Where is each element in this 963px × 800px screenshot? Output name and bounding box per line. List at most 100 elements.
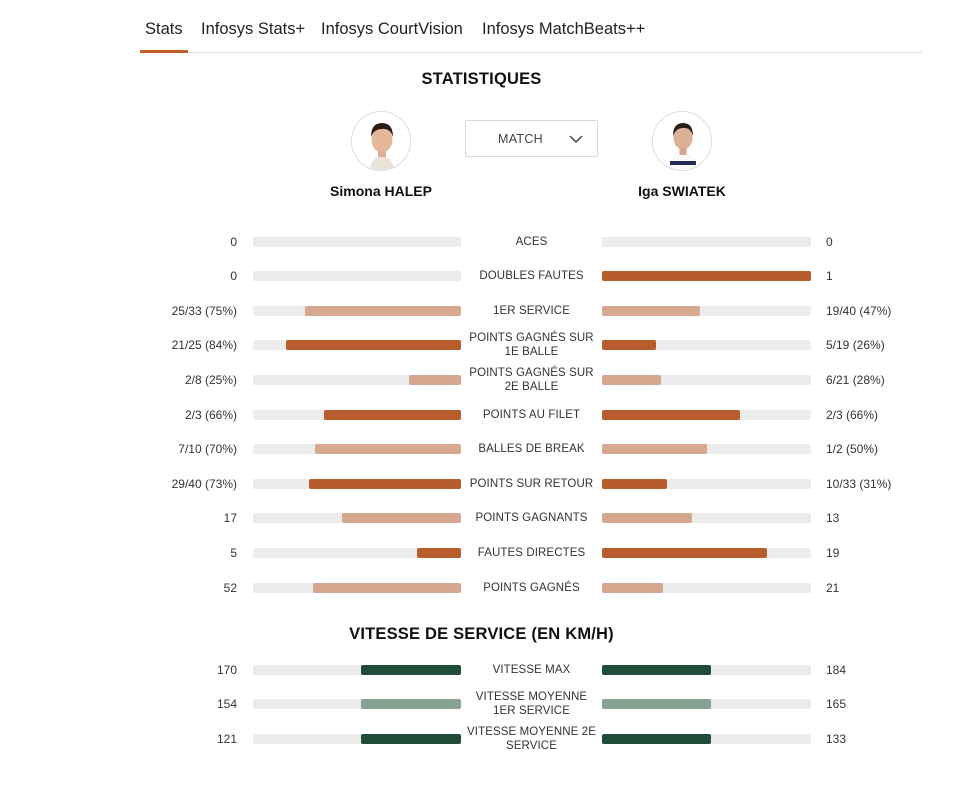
- stat-bar-right-fill: [602, 409, 740, 420]
- stat-value-left: 2/8 (25%): [184, 372, 237, 387]
- stat-value-left: 0: [230, 234, 237, 249]
- stat-bar-right: [602, 513, 811, 524]
- stat-bar-left: [253, 374, 461, 385]
- stat-value-left: 2/3 (66%): [184, 407, 237, 422]
- stat-label: ACES: [515, 235, 548, 248]
- stat-label: POINTS AU FILET: [482, 408, 581, 421]
- stat-bar-left-fill: [323, 409, 461, 420]
- stat-bar-left-fill: [315, 444, 461, 455]
- player-left-avatar: [351, 111, 411, 171]
- stat-value-right: 21: [826, 580, 840, 595]
- stat-bar-left: [253, 444, 461, 455]
- stat-bar-right-fill: [602, 547, 768, 558]
- stat-value-right: 6/21 (28%): [826, 372, 885, 387]
- stat-value-left: 121: [216, 731, 237, 746]
- stat-value-left: 0: [230, 269, 237, 284]
- stat-label: VITESSE MAX: [492, 663, 571, 676]
- stat-bar-left: [253, 664, 461, 675]
- stat-label: POINTS GAGNANTS: [475, 512, 588, 525]
- player-right-name: Iga SWIATEK: [638, 183, 726, 199]
- stat-bar-right-fill: [602, 478, 667, 489]
- stat-value-left: 21/25 (84%): [171, 338, 237, 353]
- stat-value-left: 170: [216, 662, 237, 677]
- stat-value-right: 5/19 (26%): [826, 338, 885, 353]
- stat-value-right: 10/33 (31%): [826, 476, 892, 491]
- stat-bar-right-fill: [602, 582, 663, 593]
- player-right-photo: [653, 112, 711, 170]
- stat-bar-right: [602, 444, 811, 455]
- stat-bar-right: [602, 271, 811, 282]
- stat-bar-right-fill: [602, 444, 707, 455]
- player-right-avatar: [652, 111, 712, 171]
- stat-label: DOUBLES FAUTES: [479, 270, 584, 283]
- stat-bar-left: [253, 305, 461, 316]
- stat-bar-left: [253, 478, 461, 489]
- stat-bar-left-fill: [409, 374, 461, 385]
- stat-value-right: 19: [826, 545, 840, 560]
- stat-bar-left: [253, 733, 461, 744]
- stat-bar-right: [602, 409, 811, 420]
- stat-bar-right: [602, 547, 811, 558]
- stat-value-right: 2/3 (66%): [826, 407, 879, 422]
- stat-bar-left: [253, 582, 461, 593]
- tab-infosys-matchbeats[interactable]: Infosys MatchBeats++: [482, 20, 646, 38]
- stat-label: POINTS GAGNÉS: [483, 581, 580, 594]
- stat-label: BALLES DE BREAK: [478, 443, 585, 456]
- stat-bar-left-fill: [305, 305, 461, 316]
- stat-bar-left: [253, 409, 461, 420]
- stat-bar-right: [602, 340, 811, 351]
- stat-value-left: 154: [216, 697, 237, 712]
- stat-bar-right-fill: [602, 305, 701, 316]
- stat-bar-left: [253, 547, 461, 558]
- tab-infosys-courtvision[interactable]: Infosys CourtVision: [321, 20, 463, 38]
- stat-value-left: 7/10 (70%): [178, 442, 237, 457]
- stat-label: POINTS SUR RETOUR: [469, 477, 594, 490]
- stat-bar-right: [602, 582, 811, 593]
- player-left-name: Simona HALEP: [330, 183, 432, 199]
- stat-label: 1ER SERVICE: [493, 304, 570, 317]
- chevron-down-icon: [569, 135, 583, 144]
- stat-label: VITESSE MOYENNE 2E SERVICE: [467, 725, 596, 752]
- stat-bar-left: [253, 699, 461, 710]
- stat-value-right: 19/40 (47%): [826, 303, 892, 318]
- stat-label: POINTS GAGNÉS SUR 1E BALLE: [469, 332, 594, 359]
- stat-bar-left-fill: [342, 513, 461, 524]
- stat-bar-left-fill: [309, 478, 461, 489]
- period-select[interactable]: MATCH: [465, 120, 598, 157]
- stat-bar-left-fill: [361, 664, 461, 675]
- stat-value-left: 5: [230, 545, 237, 560]
- stat-value-right: 133: [826, 731, 847, 746]
- stat-bar-right-fill: [602, 271, 811, 282]
- stat-bar-right: [602, 478, 811, 489]
- stats-section-title: STATISTIQUES: [421, 70, 542, 88]
- stat-value-left: 29/40 (73%): [171, 476, 237, 491]
- stat-bar-right-fill: [602, 733, 711, 744]
- stat-value-right: 165: [826, 697, 847, 712]
- stat-bar-right-fill: [602, 340, 657, 351]
- stat-bar-left: [253, 340, 461, 351]
- stat-bar-right-fill: [602, 513, 692, 524]
- speed-section-title: VITESSE DE SERVICE (EN KM/H): [349, 625, 614, 643]
- stat-bar-left: [253, 236, 461, 247]
- stat-bar-left: [253, 513, 461, 524]
- stat-bar-right-fill: [602, 664, 711, 675]
- tab-bar: Stats Infosys Stats+ Infosys CourtVision…: [140, 0, 922, 53]
- stat-bar-left: [253, 271, 461, 282]
- player-left-photo: [352, 112, 410, 170]
- stat-bar-right: [602, 664, 811, 675]
- stat-bar-right-fill: [602, 699, 711, 710]
- stat-bar-right: [602, 733, 811, 744]
- tab-stats[interactable]: Stats: [140, 20, 188, 53]
- stat-bar-left-fill: [417, 547, 461, 558]
- period-select-value: MATCH: [498, 132, 544, 146]
- stat-bar-left-fill: [361, 699, 461, 710]
- stat-bar-right: [602, 699, 811, 710]
- stat-bar-left-fill: [361, 733, 461, 744]
- stat-label: FAUTES DIRECTES: [477, 546, 586, 559]
- stat-value-left: 17: [223, 511, 237, 526]
- stat-bar-left-fill: [286, 340, 461, 351]
- stat-value-right: 184: [826, 662, 847, 677]
- stat-bar-right: [602, 305, 811, 316]
- tab-infosys-stats-plus[interactable]: Infosys Stats+: [201, 20, 306, 38]
- stat-value-right: 0: [826, 234, 833, 249]
